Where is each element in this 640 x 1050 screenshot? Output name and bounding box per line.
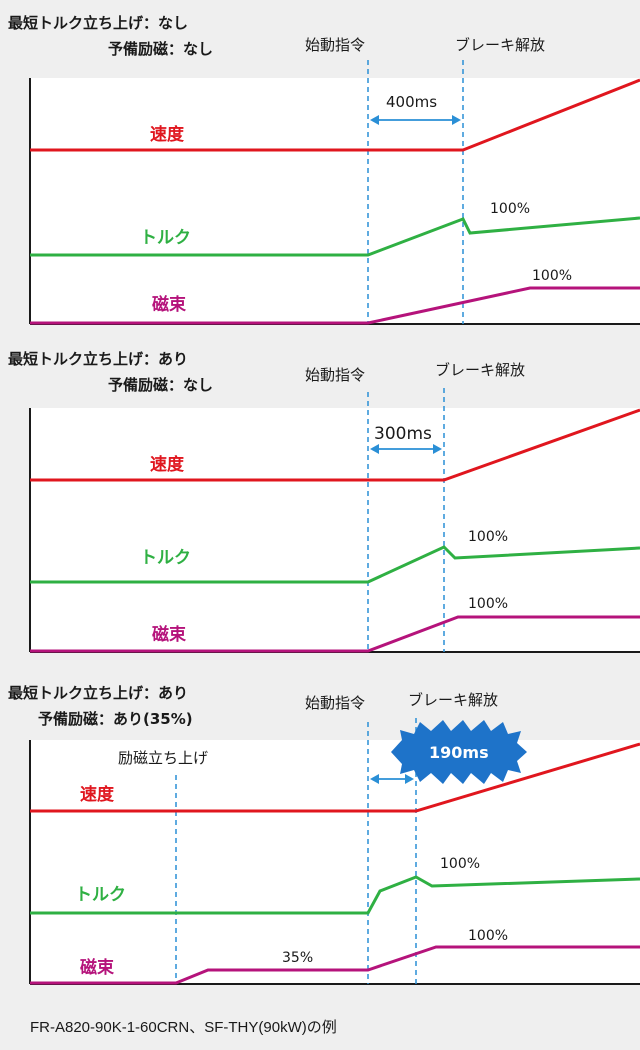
panel-3-torque-line (30, 875, 640, 915)
panel-1-speed-label: 速度 (150, 124, 185, 145)
panel-2-arrow-head-left (370, 444, 379, 454)
panel-1-flux-label: 磁束 (152, 294, 186, 315)
footer-caption: FR-A820-90K-1-60CRN、SF-THY(90kW)の例 (30, 1019, 337, 1036)
panel-1-torque-line (30, 216, 640, 257)
panel-3-flux-pct: 100% (468, 928, 508, 944)
panel-3: 最短トルク立ち上げ：あり 予備励磁：あり(35%) 始動指令 ブレーキ解放 励磁… (8, 684, 640, 985)
panel-1-flux-pct: 100% (532, 268, 572, 284)
panel-2-torque-line (30, 545, 640, 584)
panel-3-interval-label: 190ms (429, 743, 489, 762)
panel-3-interval-badge (391, 720, 527, 784)
panel-2-torque-pct: 100% (468, 529, 508, 545)
panel-3-arrow-head-right (405, 774, 414, 784)
panel-3-brake-label: ブレーキ解放 (408, 691, 498, 709)
panel-3-plot-area (30, 740, 640, 984)
panel-2-header-line1: 最短トルク立ち上げ：あり (8, 350, 188, 368)
panel-1-arrow-head-right (452, 115, 461, 125)
panel-3-torque-pct: 100% (440, 856, 480, 872)
panel-3-flux-pre-pct: 35% (282, 950, 313, 966)
panel-1-torque-pct: 100% (490, 201, 530, 217)
panel-2-brake-label: ブレーキ解放 (435, 361, 525, 379)
panel-2-interval-label: 300ms (374, 424, 432, 444)
panel-3-arrow-head-left (370, 774, 379, 784)
panel-2-plot-area (30, 408, 640, 652)
panel-3-header-line1: 最短トルク立ち上げ：あり (8, 684, 188, 702)
panel-1-arrow-head-left (370, 115, 379, 125)
panel-3-flux-label: 磁束 (80, 957, 114, 978)
panel-3-header-line2: 予備励磁：あり(35%) (38, 710, 193, 728)
panel-2-header-line2: 予備励磁：なし (108, 376, 213, 394)
panel-1-interval-label: 400ms (386, 93, 437, 111)
panel-1-brake-label: ブレーキ解放 (455, 36, 545, 54)
panel-2-flux-pct: 100% (468, 596, 508, 612)
panel-1-header-line2: 予備励磁：なし (108, 40, 213, 58)
panel-1-header-line1: 最短トルク立ち上げ：なし (8, 14, 188, 32)
panel-2-interval-bg (370, 420, 442, 444)
panel-2-flux-line (30, 615, 640, 653)
panel-3-torque-label: トルク (75, 885, 126, 905)
panel-3-speed-label: 速度 (80, 784, 115, 805)
panel-2: 最短トルク立ち上げ：あり 予備励磁：なし 始動指令 ブレーキ解放 300ms 速… (8, 350, 640, 653)
panel-2-start-label: 始動指令 (305, 366, 365, 384)
panel-2-torque-label: トルク (140, 548, 191, 568)
panel-2-speed-line (30, 408, 640, 482)
panel-3-flux-line (30, 945, 640, 985)
panel-1-start-label: 始動指令 (305, 36, 365, 54)
panel-2-flux-label: 磁束 (152, 624, 186, 645)
panel-2-speed-label: 速度 (150, 454, 185, 475)
panel-1-torque-label: トルク (140, 228, 191, 248)
panel-2-arrow-head-right (433, 444, 442, 454)
panel-1-flux-line (30, 286, 640, 325)
panel-1-speed-line (30, 78, 640, 152)
panel-1: 最短トルク立ち上げ：なし 予備励磁：なし 始動指令 ブレーキ解放 400ms 速… (8, 14, 640, 325)
panel-3-speed-line (30, 742, 640, 813)
panel-3-excite-label: 励磁立ち上げ (118, 749, 208, 767)
panel-3-start-label: 始動指令 (305, 694, 365, 712)
